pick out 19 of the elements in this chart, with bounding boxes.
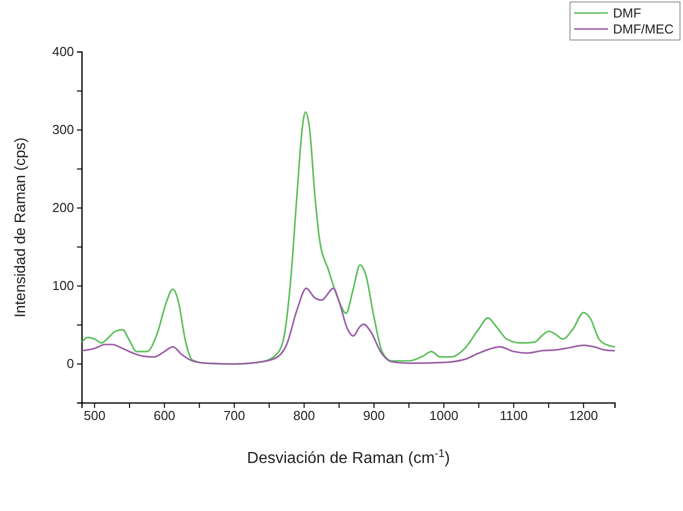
legend-label: DMF [613, 6, 642, 20]
x-tick-label: 1000 [429, 408, 458, 424]
x-tick-label: 1200 [569, 408, 598, 424]
x-tick-label: 900 [363, 408, 385, 424]
y-tick-label: 0 [66, 356, 74, 372]
y-tick-label: 200 [52, 200, 74, 216]
x-tick-label: 800 [293, 408, 315, 424]
y-tick-label: 100 [52, 278, 74, 294]
y-tick-label: 300 [52, 122, 74, 138]
x-axis-title: Desviación de Raman (cm$^{-1}$) [247, 448, 450, 467]
y-tick-label: 400 [52, 44, 74, 60]
line-series [81, 111, 616, 365]
line-series [81, 288, 616, 365]
x-tick-label: 600 [154, 408, 176, 424]
legend-label: DMF/MEC [613, 22, 674, 36]
x-tick-label: 700 [223, 408, 246, 424]
y-axis-title: Intensidad de Raman (cps) [12, 137, 29, 318]
x-tick-label: 500 [84, 408, 106, 424]
x-tick-label: 1100 [500, 408, 528, 424]
